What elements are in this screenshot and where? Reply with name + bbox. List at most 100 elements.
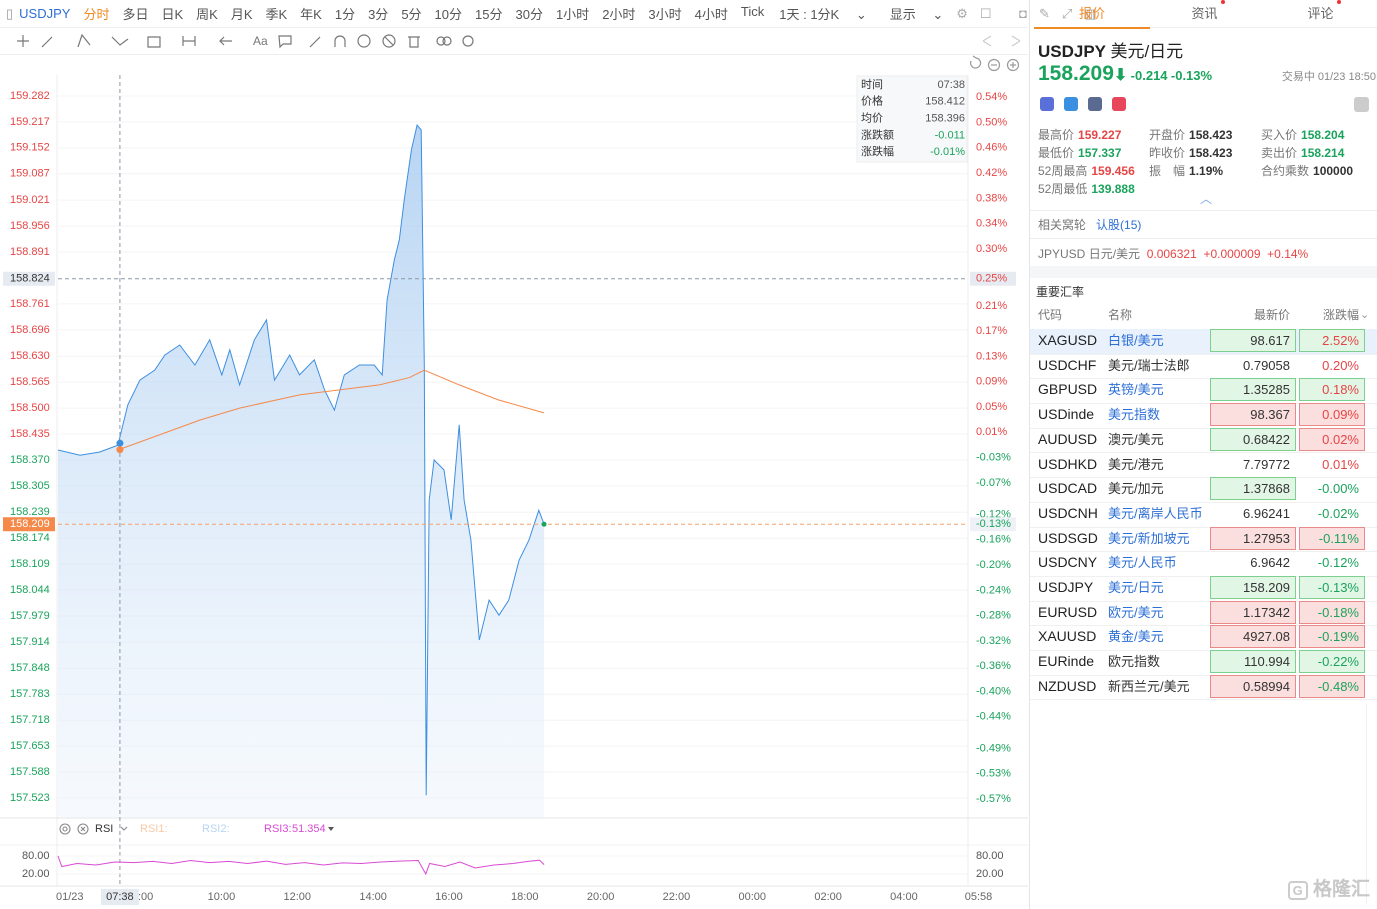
stat: 振 幅 1.19% — [1149, 162, 1261, 180]
quote-price-line: 158.209⬇ -0.214 -0.13% — [1038, 62, 1213, 85]
y2-tick-label: -0.07% — [976, 477, 1011, 489]
symbol[interactable]: USDJPY — [19, 6, 71, 21]
period[interactable]: Tick — [740, 4, 765, 19]
rate-row[interactable]: USDSGD 美元/新加坡元 1.27953 -0.11% — [1030, 526, 1377, 553]
sidebar-toggle[interactable]: ▯ — [6, 5, 14, 21]
y2-tick-label: -0.49% — [976, 742, 1011, 754]
rate-row[interactable]: USDCHF 美元/瑞士法郎 0.79058 0.20% — [1030, 354, 1377, 380]
rate-name: 欧元指数 — [1108, 654, 1161, 670]
rate-row[interactable]: USDJPY 美元/日元 158.209 -0.13% — [1030, 576, 1377, 602]
period[interactable]: 1小时 — [555, 7, 590, 22]
trade-status: 交易中 01/23 18:50 — [1281, 71, 1376, 83]
period[interactable]: 周K — [196, 7, 218, 22]
stat-label: 52周最高 — [1038, 164, 1088, 178]
rsi-controls[interactable] — [59, 823, 128, 835]
y2-tick-label: 0.46% — [976, 142, 1007, 154]
rate-price: 1.27953 — [1210, 526, 1296, 550]
y-tick-label: 157.783 — [10, 688, 50, 700]
quote-change: -0.214 — [1130, 68, 1168, 83]
period[interactable]: 5分 — [401, 7, 422, 22]
column-header[interactable]: 最新价 — [1253, 308, 1290, 322]
rate-name: 美元/加元 — [1108, 481, 1164, 497]
tab[interactable]: 资讯 — [1150, 0, 1266, 28]
period[interactable]: 月K — [230, 7, 253, 22]
period[interactable]: 分时 — [83, 7, 110, 22]
info-box — [856, 75, 968, 163]
rate-row[interactable]: XAUUSD 黄金/美元 4927.08 -0.19% — [1030, 625, 1377, 652]
info-label: 涨跌额 — [861, 127, 894, 141]
watermark-text: 格隆汇 — [1312, 879, 1370, 900]
y-tick-label: 157.718 — [10, 714, 50, 726]
y2-tick-label: 0.05% — [976, 401, 1007, 413]
rate-code: USDHKD — [1038, 455, 1098, 472]
info-label: 时间 — [861, 78, 883, 91]
tab[interactable]: 评论 — [1266, 0, 1377, 28]
period[interactable]: 4小时 — [694, 7, 728, 22]
x-tick-label: 01/23 — [56, 891, 84, 903]
price-line — [57, 124, 545, 796]
column-header[interactable]: 名称 — [1108, 308, 1133, 322]
rate-row[interactable]: USDCNY 美元/人民币 6.9642 -0.12% — [1030, 551, 1377, 577]
rate-price: 6.96241 — [1243, 505, 1290, 521]
rate-row[interactable]: GBPUSD 英镑/美元 1.35285 0.18% — [1030, 378, 1377, 405]
tab-label: 评论 — [1307, 6, 1334, 21]
stat: 开盘价 158.423 — [1149, 126, 1261, 144]
rate-row[interactable]: AUDUSD 澳元/美元 0.68422 0.02% — [1030, 427, 1377, 454]
period[interactable]: 2小时 — [602, 7, 636, 22]
rates-table: 代码 名称 最新价 涨跌幅 ⌄ XAGUSD 白银/美元 98.617 2.52% USDCHF 美… — [1030, 304, 1377, 704]
tool-icons[interactable]: ⚙☐ ◘✎⤢▥ — [956, 5, 1109, 21]
rate-row[interactable]: EURUSD 欧元/美元 1.17342 -0.18% — [1030, 600, 1377, 627]
kline-select[interactable]: 1天 : 1分K ⌄ — [779, 7, 867, 22]
rate-name: 美元指数 — [1108, 407, 1161, 423]
quote-pct: -0.13% — [1170, 68, 1213, 83]
period[interactable]: 多日 — [122, 7, 149, 22]
rate-code: USDCNH — [1038, 504, 1098, 521]
rsi-legend: RSI3: — [264, 823, 292, 835]
period[interactable]: 季K — [265, 7, 288, 22]
period[interactable]: 30分 — [515, 7, 543, 22]
period[interactable]: 日K — [161, 7, 184, 22]
rate-name: 美元/人民币 — [1108, 555, 1177, 571]
rate-name: 白银/美元 — [1108, 333, 1164, 348]
rate-pct: -0.18% — [1299, 600, 1365, 624]
rate-row[interactable]: USDCNH 美元/离岸人民币 6.96241 -0.02% — [1030, 502, 1377, 528]
period[interactable]: 年K — [300, 7, 322, 22]
period[interactable]: 10分 — [434, 7, 463, 22]
stat-label: 开盘价 — [1149, 128, 1186, 142]
x-tick-label: 12:00 — [284, 891, 312, 903]
rate-row[interactable]: USDinde 美元指数 98.367 0.09% — [1030, 403, 1377, 429]
rate-row[interactable]: NZDUSD 新西兰元/美元 0.58994 -0.48% — [1030, 674, 1377, 701]
drawing-tools[interactable]: Aa — [0, 27, 1028, 54]
kline: 1天 : 1分K — [779, 7, 840, 22]
column-header[interactable]: 代码 — [1038, 308, 1063, 322]
rate-name: 新西兰元/美元 — [1108, 678, 1190, 694]
rate-row[interactable]: USDCAD 美元/加元 1.37868 -0.00% — [1030, 477, 1377, 503]
price-area — [58, 125, 545, 819]
sidebar: 报价 资讯 评论 USDJPY 美元/日元 158.209⬇ -0.214 -0.1… — [1029, 0, 1377, 909]
collapse-toggle[interactable]: ︿ — [1200, 192, 1213, 206]
display-select[interactable]: 显示 ⌄ — [889, 7, 944, 22]
rate-row[interactable]: USDHKD 美元/港元 7.79772 0.01% — [1030, 453, 1377, 479]
crosshair-y-box — [3, 271, 55, 286]
rate-pct: -0.11% — [1299, 526, 1365, 550]
column-header[interactable]: 涨跌幅 — [1322, 308, 1359, 322]
y2-tick-label: 0.42% — [976, 167, 1007, 179]
related-link[interactable]: 认股(15) — [1096, 218, 1142, 232]
info-value: -0.01% — [930, 146, 965, 158]
last-price-label: 158.209 — [10, 518, 50, 530]
rate-row[interactable]: XAGUSD 白银/美元 98.617 2.52% — [1030, 329, 1377, 355]
period[interactable]: 3小时 — [648, 7, 682, 22]
period[interactable]: 1分 — [334, 7, 356, 22]
stat-label: 买入价 — [1261, 128, 1298, 142]
x-tick-label: 20:00 — [587, 891, 615, 903]
crosshair-x-box — [100, 889, 139, 905]
period[interactable]: 15分 — [475, 7, 503, 22]
quote-icons[interactable] — [1038, 95, 1377, 113]
tab-label: 资讯 — [1191, 6, 1218, 21]
tab[interactable]: 报价 — [1034, 0, 1150, 29]
pair-pct: +0.14% — [1267, 247, 1309, 261]
zoom-controls[interactable] — [970, 55, 1020, 72]
period[interactable]: 3分 — [368, 7, 389, 22]
rate-price: 7.79772 — [1243, 456, 1290, 472]
rate-row[interactable]: EURinde 欧元指数 110.994 -0.22% — [1030, 650, 1377, 676]
